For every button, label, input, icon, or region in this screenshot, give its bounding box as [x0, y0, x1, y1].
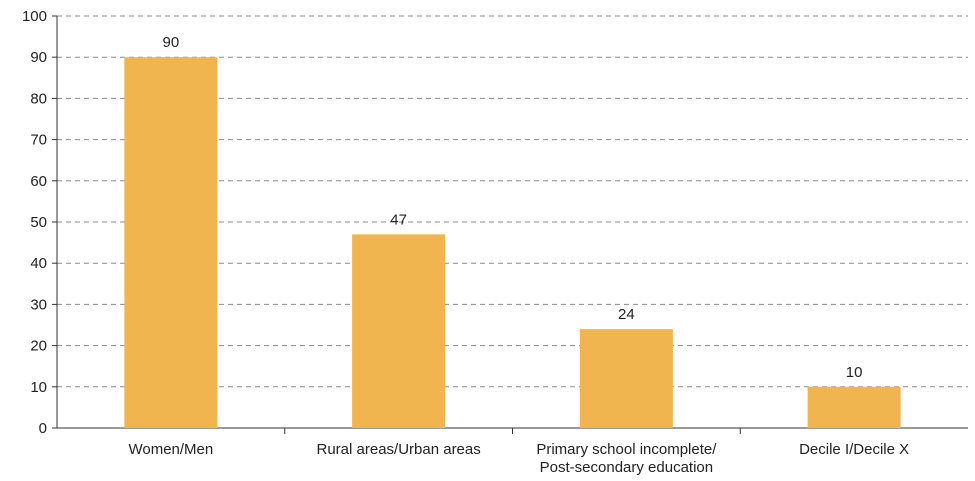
data-label-1: 47 [390, 211, 407, 228]
y-tick-label: 60 [30, 173, 47, 190]
x-category-label-1-0: Rural areas/Urban areas [317, 441, 481, 458]
bar-0 [124, 57, 218, 428]
y-tick-label: 20 [30, 338, 47, 355]
x-category-label-2-0: Primary school incomplete/ [536, 441, 717, 458]
y-tick-label: 30 [30, 296, 47, 313]
data-label-0: 90 [163, 34, 180, 51]
bar-1 [352, 234, 446, 428]
x-category-label-3-0: Decile I/Decile X [799, 441, 909, 458]
y-tick-label: 0 [39, 420, 47, 437]
y-tick-label: 100 [22, 8, 47, 25]
data-label-3: 10 [846, 364, 863, 381]
bar-3 [807, 386, 901, 428]
data-label-2: 24 [618, 306, 635, 323]
y-tick-label: 10 [30, 379, 47, 396]
x-category-label-0-0: Women/Men [128, 441, 213, 458]
y-tick-label: 80 [30, 90, 47, 107]
labels: 0 10 20 30 40 50 60 70 80 90 100 90 Women/Men 47 Rural… [22, 8, 909, 476]
bars [124, 57, 901, 428]
x-category-label-2-1: Post-secondary education [540, 459, 713, 476]
y-tick-label: 50 [30, 214, 47, 231]
y-tick-label: 90 [30, 49, 47, 66]
bar-2 [579, 329, 673, 428]
y-tick-label: 70 [30, 132, 47, 149]
y-tick-label: 40 [30, 255, 47, 272]
